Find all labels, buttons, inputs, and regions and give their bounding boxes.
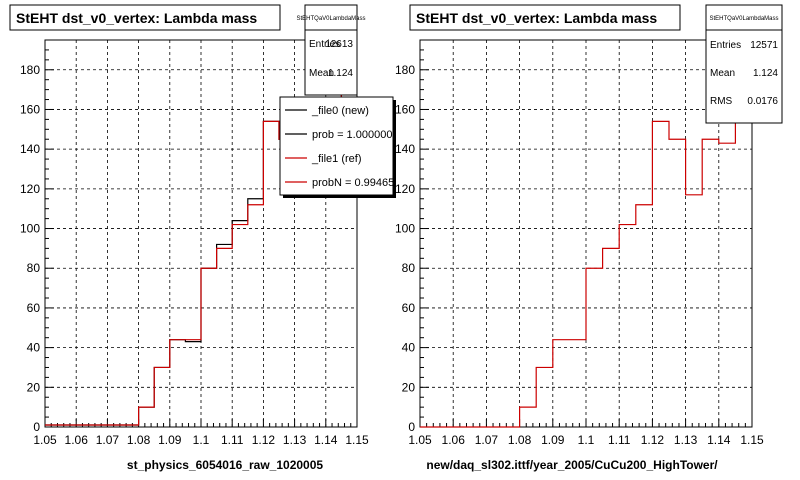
legend-label: prob = 1.000000 xyxy=(312,129,392,141)
x-tick-label: 1.14 xyxy=(314,433,338,447)
y-tick-label: 120 xyxy=(20,182,40,196)
y-tick-label: 160 xyxy=(20,102,40,116)
y-tick-label: 160 xyxy=(395,102,415,116)
y-tick-label: 0 xyxy=(408,420,415,434)
title-box xyxy=(9,4,281,31)
x-tick-label: 1.07 xyxy=(475,433,499,447)
legend-label: _file0 (new) xyxy=(311,105,369,117)
x-tick-label: 1.07 xyxy=(96,433,120,447)
x-tick-label: 1.08 xyxy=(508,433,532,447)
y-tick-label: 80 xyxy=(402,261,416,275)
plot-title: StEHT dst_v0_vertex: Lambda mass xyxy=(416,10,657,26)
x-tick-label: 1.15 xyxy=(345,433,369,447)
legend-label: _file1 (ref) xyxy=(311,153,362,165)
y-tick-label: 60 xyxy=(27,301,41,315)
y-tick-label: 20 xyxy=(27,380,41,394)
x-tick-label: 1.12 xyxy=(252,433,276,447)
x-tick-label: 1.14 xyxy=(707,433,731,447)
y-tick-label: 100 xyxy=(20,222,40,236)
x-tick-label: 1.13 xyxy=(674,433,698,447)
y-tick-label: 140 xyxy=(20,142,40,156)
x-tick-label: 1.09 xyxy=(541,433,565,447)
left-histogram-panel: 1.05 1.06 1.07 1.08 1.09 1.1 1.11 1.12 1.13 1.14 1… xyxy=(9,4,396,472)
stats-box xyxy=(304,4,358,96)
x-tick-label: 1.12 xyxy=(641,433,665,447)
y-tick-label: 20 xyxy=(402,380,416,394)
stats-value: 1.124 xyxy=(753,68,778,79)
stats-value: 0.0176 xyxy=(747,96,778,107)
stats-label: Entries xyxy=(710,40,741,51)
y-tick-label: 40 xyxy=(27,341,41,355)
x-tick-label: 1.08 xyxy=(127,433,151,447)
stats-label: Mean xyxy=(309,68,334,79)
x-tick-label: 1.11 xyxy=(608,433,631,447)
y-tick-label: 40 xyxy=(402,341,416,355)
x-tick-label: 1.1 xyxy=(578,433,595,447)
y-tick-label: 180 xyxy=(395,63,415,77)
title-box xyxy=(409,4,681,31)
stats-value: 12613 xyxy=(325,39,353,50)
y-tick-label: 0 xyxy=(33,420,40,434)
stats-label: RMS xyxy=(710,96,733,107)
stats-value: 12571 xyxy=(750,40,778,51)
x-tick-label: 1.13 xyxy=(283,433,307,447)
stats-title: StEHTQaV0LambdaMass xyxy=(709,16,778,22)
x-tick-label: 1.15 xyxy=(740,433,764,447)
x-tick-label: 1.05 xyxy=(408,433,432,447)
x-axis-label: st_physics_6054016_raw_1020005 xyxy=(127,458,323,472)
y-tick-label: 80 xyxy=(27,261,41,275)
x-tick-label: 1.11 xyxy=(221,433,244,447)
stats-box xyxy=(705,4,783,124)
y-tick-label: 140 xyxy=(395,142,415,156)
stats-label: Entries xyxy=(309,39,340,50)
y-tick-label: 120 xyxy=(395,182,415,196)
x-tick-label: 1.1 xyxy=(193,433,210,447)
stats-label: Mean xyxy=(710,68,735,79)
x-tick-label: 1.09 xyxy=(158,433,182,447)
x-tick-label: 1.05 xyxy=(33,433,57,447)
legend-label: probN = 0.99465 xyxy=(312,177,394,189)
stats-value: 1.124 xyxy=(328,68,353,79)
legend-box xyxy=(279,96,394,196)
plot-title: StEHT dst_v0_vertex: Lambda mass xyxy=(16,10,257,26)
x-axis-label: new/daq_sl302.ittf/year_2005/CuCu200_Hig… xyxy=(426,458,718,472)
stats-title: StEHTQaV0LambdaMass xyxy=(296,16,365,22)
x-tick-label: 1.06 xyxy=(65,433,89,447)
histogram-series-line xyxy=(420,85,752,428)
y-tick-label: 60 xyxy=(402,301,416,315)
y-tick-label: 100 xyxy=(395,222,415,236)
x-tick-label: 1.06 xyxy=(442,433,466,447)
y-tick-label: 180 xyxy=(20,63,40,77)
right-histogram-panel: 1.05 1.06 1.07 1.08 1.09 1.1 1.11 1.12 1.13 1.14 1… xyxy=(395,4,783,472)
